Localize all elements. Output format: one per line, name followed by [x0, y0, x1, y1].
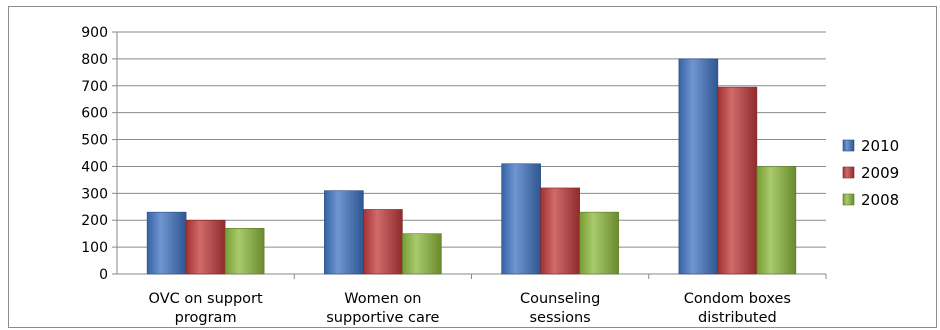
- y-tick-label-200: 200: [81, 213, 108, 229]
- category-label-3-line-0: Condom boxes: [684, 291, 791, 307]
- category-label-1-line-0: Women on: [344, 291, 421, 307]
- legend-swatch-2008: [842, 193, 855, 206]
- category-label-1-line-1: supportive care: [326, 310, 439, 326]
- y-tick-label-900: 900: [81, 25, 108, 41]
- bars: [146, 58, 797, 275]
- legend-label-2009: 2009: [861, 164, 899, 182]
- legend-label-2010: 2010: [861, 137, 899, 155]
- bar-2008-2: [579, 211, 619, 275]
- bar-2009-2: [540, 187, 580, 275]
- bar-2010-1: [324, 190, 364, 275]
- category-label-0-line-0: OVC on support: [149, 291, 263, 307]
- bar-2010-2: [501, 163, 541, 275]
- bar-2008-3: [756, 166, 797, 275]
- y-tick-label-500: 500: [81, 133, 108, 149]
- y-tick-label-0: 0: [99, 267, 108, 283]
- legend-swatch-2010: [842, 139, 855, 152]
- bar-2008-1: [402, 233, 442, 275]
- bar-2008-0: [224, 227, 265, 275]
- y-tick-label-400: 400: [81, 159, 108, 175]
- legend-label-2008: 2008: [861, 191, 899, 209]
- y-tick-label-600: 600: [81, 106, 108, 122]
- y-tick-label-300: 300: [81, 186, 108, 202]
- bar-2010-3: [678, 58, 719, 275]
- bar-2010-0: [146, 211, 187, 275]
- bar-2009-3: [717, 86, 758, 275]
- y-tick-label-700: 700: [81, 79, 108, 95]
- y-tick-label-800: 800: [81, 52, 108, 68]
- y-tick-label-100: 100: [81, 240, 108, 256]
- category-label-2-line-1: sessions: [530, 310, 591, 326]
- legend-swatch-2009: [842, 166, 855, 179]
- y-tick-labels: 0 100 200 300 400 500 600 700 800 900: [81, 25, 108, 283]
- bar-2009-0: [185, 219, 226, 275]
- category-label-0-line-1: program: [175, 310, 237, 326]
- x-category-labels: OVC on support program Women on supportive …: [149, 291, 791, 326]
- category-label-3-line-1: distributed: [698, 310, 777, 326]
- category-label-2-line-0: Counseling: [520, 291, 600, 307]
- legend: 2010 2009 2008: [842, 137, 899, 209]
- bar-2009-1: [363, 209, 403, 275]
